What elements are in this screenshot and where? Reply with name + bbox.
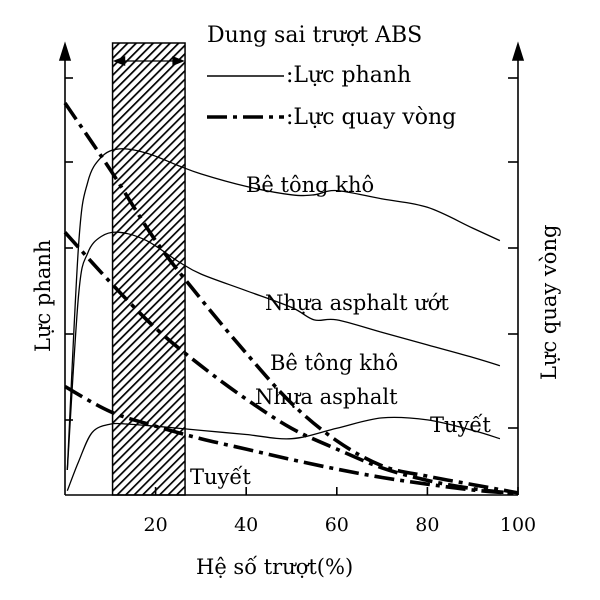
legend-cornering-label: :Lực quay vòng — [286, 105, 456, 130]
label-nhua-asphalt-cornering: Nhựa asphalt — [255, 385, 398, 409]
label-tuyet-brake: Tuyết — [430, 413, 491, 437]
x-axis-ticks: 20 40 60 80 100 — [144, 487, 536, 536]
cornering-curve-nhua-asphalt — [63, 231, 519, 496]
brake-curve-be-tong-kho — [66, 148, 501, 471]
axes — [58, 41, 525, 496]
label-be-tong-kho-brake: Bê tông khô — [246, 173, 374, 197]
cornering-curve-tuyet — [64, 385, 519, 496]
abs-range-arrow — [112, 56, 185, 66]
legend: :Lực phanh :Lực quay vòng — [207, 63, 456, 130]
series-layer — [63, 101, 519, 496]
brake-curve-tuyet — [66, 416, 501, 492]
brake-curve-nhua-asphalt-uot — [66, 231, 501, 471]
cornering-curve-be-tong-kho — [63, 101, 519, 495]
x-tick-label: 60 — [325, 514, 349, 536]
right-axis-title: Lực quay vòng — [537, 225, 561, 380]
x-tick-label: 40 — [234, 514, 258, 536]
x-tick-label: 100 — [500, 514, 536, 536]
right-axis-ticks — [508, 77, 518, 429]
abs-tolerance-label: Dung sai trượt ABS — [207, 23, 422, 48]
label-tuyet-cornering: Tuyết — [190, 465, 251, 489]
x-tick-label: 20 — [144, 514, 168, 536]
left-axis-arrow — [58, 41, 72, 61]
left-axis-ticks — [65, 77, 73, 421]
right-axis-arrow — [511, 41, 525, 61]
legend-brake-label: :Lực phanh — [286, 63, 411, 88]
x-axis-title: Hệ số trượt(%) — [196, 555, 353, 579]
x-tick-label: 80 — [415, 514, 439, 536]
abs-slip-band — [111, 42, 186, 496]
left-axis-title: Lực phanh — [31, 240, 55, 352]
label-nhua-asphalt-uot-brake: Nhựa asphalt ướt — [265, 291, 449, 315]
label-be-tong-kho-cornering: Bê tông khô — [270, 351, 398, 375]
